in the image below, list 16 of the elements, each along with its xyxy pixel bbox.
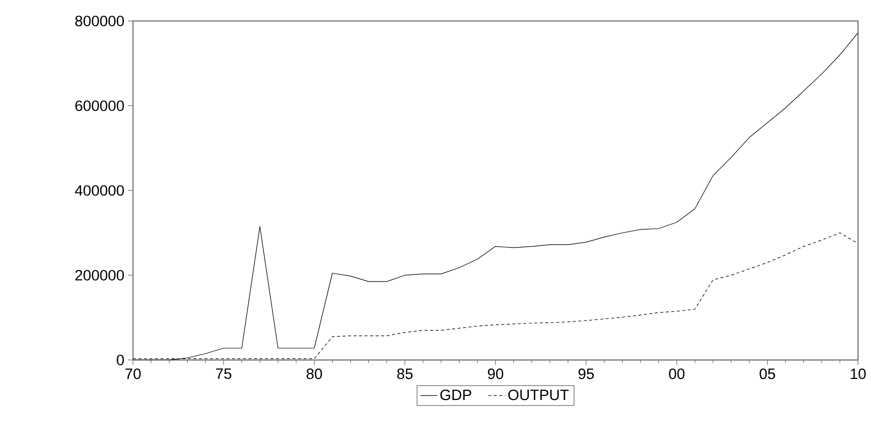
y-tick-label: 800000 [75,16,124,26]
x-tick-label: 10 [850,368,866,380]
x-tick-label: 80 [306,368,322,380]
x-tick-label: 85 [397,368,413,380]
x-tick-label: 70 [125,368,141,380]
y-tick-label: 400000 [74,185,124,196]
x-tick-label: 75 [216,368,232,379]
x-tick-label: 95 [578,368,594,380]
legend-label: OUTPUT [508,390,569,400]
y-tick-label: 600000 [75,100,124,112]
legend-label: GDP [440,390,472,400]
x-tick-label: 05 [760,368,776,380]
y-tick-label: 200000 [75,270,124,281]
x-tick-label: 90 [488,368,504,380]
y-tick-label: 0 [116,354,124,366]
x-tick-label: 00 [669,368,684,380]
